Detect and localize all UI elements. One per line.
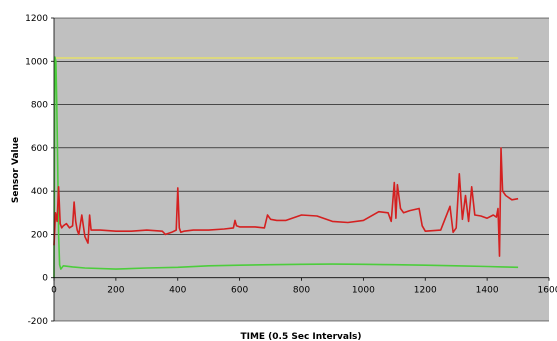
x-tick-label: 1200 (414, 286, 437, 296)
x-tick-label: 1600 (538, 286, 557, 296)
x-tick-label: 800 (293, 286, 310, 296)
axes (51, 17, 550, 322)
y-tick-label: 800 (31, 101, 48, 111)
tick-labels: -200 0 200 400 600 800 1000 1200 0 200 400 600 800 10… (25, 14, 557, 327)
y-axis-title: Sensor Value (11, 137, 21, 203)
plot-area (54, 18, 549, 321)
series-line-3 (53, 147, 519, 257)
series-layer (53, 56, 519, 278)
y-tick-label: 600 (31, 144, 48, 154)
y-tick-label: 0 (42, 274, 48, 284)
x-tick-label: 1400 (476, 286, 499, 296)
x-tick-label: 600 (231, 286, 248, 296)
x-tick-label: 400 (169, 286, 186, 296)
x-axis-title: TIME (0.5 Sec Intervals) (240, 332, 361, 341)
x-tick-label: 0 (51, 286, 57, 296)
x-tick-label: 1000 (352, 286, 375, 296)
y-tick-label: -200 (28, 317, 49, 327)
x-tick-label: 200 (107, 286, 124, 296)
y-tick-label: 1000 (25, 57, 48, 67)
y-tick-label: 200 (31, 230, 48, 240)
series-line-2 (53, 56, 519, 278)
y-tick-label: 1200 (25, 14, 48, 24)
y-tick-label: 400 (31, 187, 48, 197)
